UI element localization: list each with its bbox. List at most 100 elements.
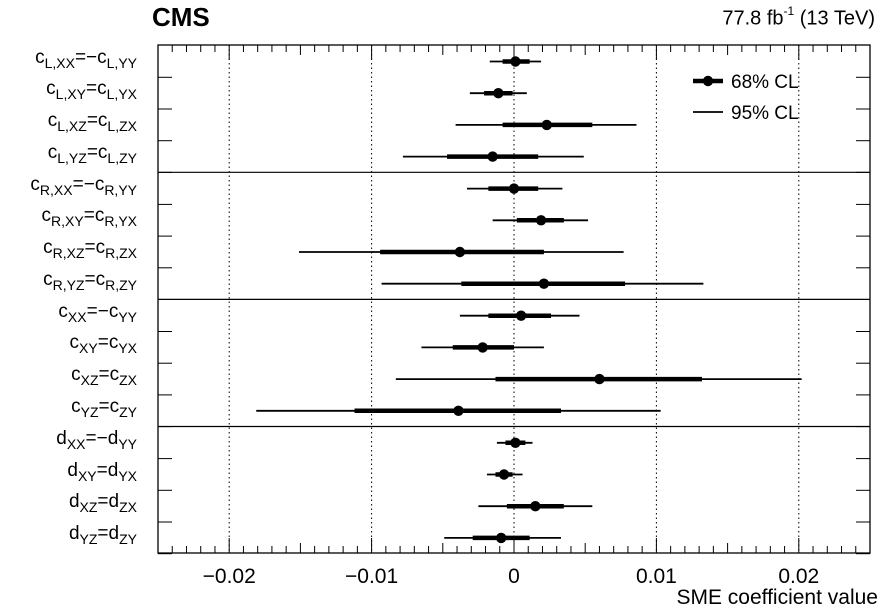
x-tick-label: 0.01 <box>636 565 677 588</box>
row-label: cR,YZ=cR,ZY <box>43 268 137 292</box>
label-text: d <box>56 427 67 449</box>
label-text: c <box>108 332 119 354</box>
label-subscript: ZY <box>119 403 137 420</box>
row-label: cXX=−cYY <box>58 300 137 324</box>
label-subscript: YY <box>118 435 137 452</box>
row-label: cR,XY=cR,YX <box>41 205 137 228</box>
label-text: = <box>97 522 109 544</box>
label-subscript: R,XX <box>39 181 73 198</box>
label-text: = <box>83 205 95 227</box>
label-subscript: ZX <box>119 499 137 516</box>
label-text: c <box>97 141 108 163</box>
label-subscript: YX <box>118 467 137 484</box>
label-text: c <box>95 268 106 290</box>
label-text: c <box>71 395 81 417</box>
label-text: =− <box>85 427 108 449</box>
label-text: c <box>30 173 40 195</box>
label-text: c <box>58 300 68 322</box>
label-subscript: R,XY <box>51 213 84 230</box>
label-subscript: XY <box>79 340 98 357</box>
label-text: c <box>47 109 58 131</box>
label-text: c <box>94 173 105 195</box>
label-subscript: R,YZ <box>52 276 85 293</box>
label-subscript: R,YY <box>104 181 137 198</box>
label-subscript: R,YX <box>104 213 137 230</box>
best-fit-point <box>538 278 550 289</box>
best-fit-point <box>493 88 504 99</box>
best-fit-point <box>453 405 464 416</box>
label-text: d <box>108 491 120 513</box>
label-text: c <box>97 109 108 131</box>
label-subscript: R,ZY <box>105 276 137 293</box>
label-text: c <box>94 205 105 227</box>
label-text: = <box>84 268 96 290</box>
x-axis-title: SME coefficient value <box>676 586 878 609</box>
label-subscript: YX <box>118 340 137 357</box>
label-subscript: ZY <box>119 530 137 547</box>
row-label: cL,XZ=cL,ZX <box>47 109 137 133</box>
label-subscript: L,XX <box>44 54 75 71</box>
label-subscript: YZ <box>80 403 99 420</box>
legend-cl95-label: 95% CL <box>731 103 799 124</box>
label-subscript: R,ZX <box>105 245 137 261</box>
label-subscript: XZ <box>79 499 98 516</box>
best-fit-point <box>477 342 488 353</box>
label-subscript: L,ZY <box>107 149 137 166</box>
label-text: c <box>109 395 120 417</box>
row-label: dYZ=dZY <box>69 522 137 546</box>
label-text: c <box>35 46 45 68</box>
label-text: d <box>107 459 119 481</box>
label-subscript: XX <box>67 308 87 325</box>
label-subscript: XX <box>66 435 86 452</box>
best-fit-point <box>510 56 521 67</box>
label-subscript: XZ <box>80 372 99 389</box>
best-fit-point <box>495 532 507 544</box>
label-text: c <box>41 205 52 227</box>
row-label: dXZ=dZX <box>69 491 137 514</box>
label-text: c <box>95 237 106 258</box>
luminosity-label: 77.8 fb-1 (13 TeV) <box>722 4 875 31</box>
best-fit-point <box>454 246 466 258</box>
x-tick-label: 0 <box>508 565 520 588</box>
row-label: cL,XX=−cL,YY <box>35 46 137 70</box>
label-subscript: ZX <box>119 372 137 389</box>
row-label: cR,XX=−cR,YY <box>30 173 137 197</box>
label-text: c <box>47 141 58 163</box>
label-text: c <box>69 332 80 354</box>
row-label: cXZ=cZX <box>71 364 137 387</box>
row-label: cL,XY=cL,YX <box>46 79 137 101</box>
label-text: =− <box>86 300 109 322</box>
best-fit-point <box>541 119 552 131</box>
experiment-label: CMS <box>152 2 210 32</box>
label-text: =− <box>72 173 95 195</box>
row-label: dXX=−dYY <box>56 427 137 451</box>
row-label: cYZ=cZY <box>71 395 137 419</box>
row-label: cL,YZ=cL,ZY <box>47 141 137 165</box>
label-text: c <box>43 237 53 258</box>
label-text: = <box>84 237 96 258</box>
label-text: c <box>109 364 120 386</box>
lumi-value: 77.8 fb <box>722 7 784 30</box>
label-subscript: R,XZ <box>52 245 85 261</box>
label-subscript: L,YZ <box>57 149 87 166</box>
label-text: c <box>108 300 119 322</box>
label-subscript: YY <box>118 308 137 325</box>
legend-cl68-marker <box>702 75 714 87</box>
label-text: d <box>67 459 78 481</box>
label-text: c <box>97 46 107 68</box>
best-fit-point <box>487 151 498 162</box>
label-text: d <box>108 522 120 544</box>
label-text: d <box>107 427 119 449</box>
legend-cl68-label: 68% CL <box>731 72 799 93</box>
label-text: =− <box>74 46 98 68</box>
x-tick-label: −0.01 <box>345 565 398 588</box>
row-label: dXY=dYX <box>67 459 137 483</box>
x-tick-label: 0.02 <box>778 565 819 588</box>
label-text: = <box>86 109 98 131</box>
row-label: cR,XZ=cR,ZX <box>43 237 137 260</box>
label-subscript: L,ZX <box>107 117 137 134</box>
label-subscript: L,YX <box>106 86 137 103</box>
label-text: = <box>98 395 110 417</box>
label-text: = <box>96 459 108 481</box>
